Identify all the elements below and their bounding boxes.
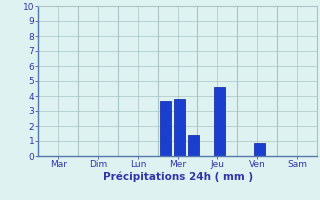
Bar bbox=[188, 135, 199, 156]
Bar bbox=[214, 87, 225, 156]
Bar bbox=[160, 100, 171, 156]
X-axis label: Précipitations 24h ( mm ): Précipitations 24h ( mm ) bbox=[102, 172, 253, 182]
Bar bbox=[253, 142, 265, 156]
Bar bbox=[174, 99, 185, 156]
